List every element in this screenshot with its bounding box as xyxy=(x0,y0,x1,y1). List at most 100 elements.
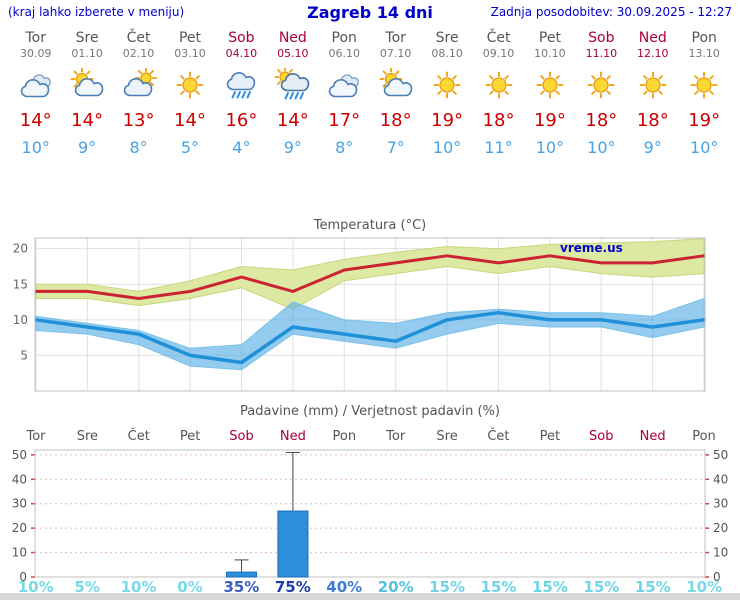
sunny-icon-svg xyxy=(433,71,461,99)
sunny-icon-svg xyxy=(176,71,204,99)
low-temp: 11° xyxy=(484,138,513,157)
day-column: Pon 13.10 19° 10° xyxy=(678,30,729,157)
precip-y-tick-left: 50 xyxy=(12,448,27,462)
low-temp: 10° xyxy=(432,138,462,157)
sunny-icon-svg xyxy=(485,71,512,99)
precip-y-tick-left: 30 xyxy=(12,497,27,511)
menu-hint-label: (kraj lahko izberete v meniju) xyxy=(8,5,185,19)
precip-day-label: Sre xyxy=(436,429,457,444)
sunny-icon-svg xyxy=(690,71,718,99)
day-date: 04.10 xyxy=(225,47,258,60)
sunny-icon-svg xyxy=(536,71,564,99)
watermark: vreme.us xyxy=(560,241,623,255)
precip-probability: 0% xyxy=(177,578,203,596)
sunny-icon xyxy=(583,68,619,102)
precip-bar xyxy=(226,571,258,578)
high-temp: 14° xyxy=(174,110,206,131)
sunny-icon xyxy=(429,68,465,102)
day-name: Sob xyxy=(228,30,255,46)
precip-y-tick-right: 30 xyxy=(713,497,728,511)
high-temp: 18° xyxy=(585,110,618,131)
rain-icon-svg xyxy=(227,72,256,99)
precip-probability: 15% xyxy=(634,578,671,596)
min-temp-line xyxy=(34,310,706,365)
sunny-icon xyxy=(686,68,722,102)
high-temp: 16° xyxy=(225,110,258,131)
day-name: Tor xyxy=(385,30,406,46)
partly-cloudy-icon-svg xyxy=(379,68,412,97)
temperature-chart: Temperatura (°C) 5 10 15 20 vreme.us xyxy=(13,218,706,392)
mostly-cloudy-icon xyxy=(121,68,157,102)
day-date: 13.10 xyxy=(688,47,720,60)
precip-day-label: Čet xyxy=(128,428,150,444)
low-temp: 4° xyxy=(232,138,251,157)
precip-bar xyxy=(277,510,309,578)
day-name: Sob xyxy=(588,30,615,46)
day-name: Čet xyxy=(486,30,511,46)
daily-forecast-strip: Tor 30.09 14° 10° Sre 01.10 14° 9° Čet 02.10 13° 8°… xyxy=(10,30,730,157)
day-column: Pet 03.10 14° 5° xyxy=(164,30,215,157)
day-column: Sre 08.10 19° 10° xyxy=(421,30,472,157)
precip-day-label: Sob xyxy=(589,429,613,444)
mostly-cloudy-icon-svg xyxy=(123,68,157,97)
day-date: 11.10 xyxy=(585,47,618,60)
low-temp: 10° xyxy=(21,138,50,157)
precip-probability: 10% xyxy=(120,578,157,596)
day-column: Pon 06.10 17° 8° xyxy=(319,30,370,157)
day-name: Sre xyxy=(75,30,99,46)
precip-y-tick-right: 50 xyxy=(713,448,728,462)
sunny-icon xyxy=(635,68,671,102)
high-temp: 17° xyxy=(328,110,361,131)
temp-y-tick: 20 xyxy=(13,242,28,256)
day-column: Čet 09.10 18° 11° xyxy=(473,30,524,157)
high-temp: 19° xyxy=(431,110,464,131)
precip-y-tick-left: 40 xyxy=(12,472,27,486)
sunny-icon xyxy=(532,68,568,102)
precip-probability: 5% xyxy=(74,578,100,596)
low-temp: 9° xyxy=(643,138,662,157)
sunny-icon xyxy=(172,68,208,102)
precip-day-label: Ned xyxy=(640,429,666,444)
partly-cloudy-icon xyxy=(69,68,105,102)
precip-day-label: Tor xyxy=(25,429,46,444)
low-temp: 10° xyxy=(587,138,616,157)
low-temp: 10° xyxy=(690,138,719,157)
rain-sun-icon xyxy=(274,68,311,102)
precip-probability: 15% xyxy=(480,578,517,596)
precip-day-label: Sre xyxy=(77,429,98,444)
bottom-bar xyxy=(0,593,740,600)
partly-cloudy-icon-svg xyxy=(70,68,104,97)
precip-y-tick-left: 0 xyxy=(19,570,27,581)
low-temp: 9° xyxy=(283,138,302,157)
day-date: 02.10 xyxy=(122,47,155,60)
day-date: 09.10 xyxy=(482,47,515,60)
day-date: 12.10 xyxy=(637,47,669,60)
day-column: Sob 04.10 16° 4° xyxy=(216,30,267,157)
page-title: Zagreb 14 dni xyxy=(307,3,433,22)
sunny-icon-svg xyxy=(587,71,615,99)
day-column: Sre 01.10 14° 9° xyxy=(61,30,112,157)
day-column: Sob 11.10 18° 10° xyxy=(576,30,627,157)
day-column: Tor 07.10 18° 7° xyxy=(370,30,421,157)
cloudy-icon xyxy=(18,68,54,102)
precip-y-tick-right: 0 xyxy=(713,570,721,581)
high-temp: 19° xyxy=(688,110,721,131)
temp-y-tick: 10 xyxy=(13,313,28,327)
high-temp: 14° xyxy=(71,110,104,131)
last-updated-label: Zadnja posodobitev: 30.09.2025 - 12:27 xyxy=(490,5,732,19)
precip-probability: 40% xyxy=(326,578,363,596)
high-temp: 13° xyxy=(122,110,155,131)
precip-day-label: Sob xyxy=(229,429,253,444)
low-temp: 8° xyxy=(335,138,354,157)
partly-cloudy-icon xyxy=(378,68,414,102)
precip-probability-row: 10% 5% 10% 0% 35% 75% 40% 20% 15% 15% 15% 15% 15% 10% xyxy=(10,578,730,596)
sunny-icon xyxy=(481,68,517,102)
day-name: Pon xyxy=(691,30,717,46)
day-column: Tor 30.09 14° 10° xyxy=(10,30,61,157)
precip-y-tick-left: 20 xyxy=(12,521,27,535)
day-date: 30.09 xyxy=(19,47,52,60)
day-name: Čet xyxy=(126,30,151,46)
precip-probability: 10% xyxy=(686,578,723,596)
day-date: 05.10 xyxy=(277,47,309,60)
